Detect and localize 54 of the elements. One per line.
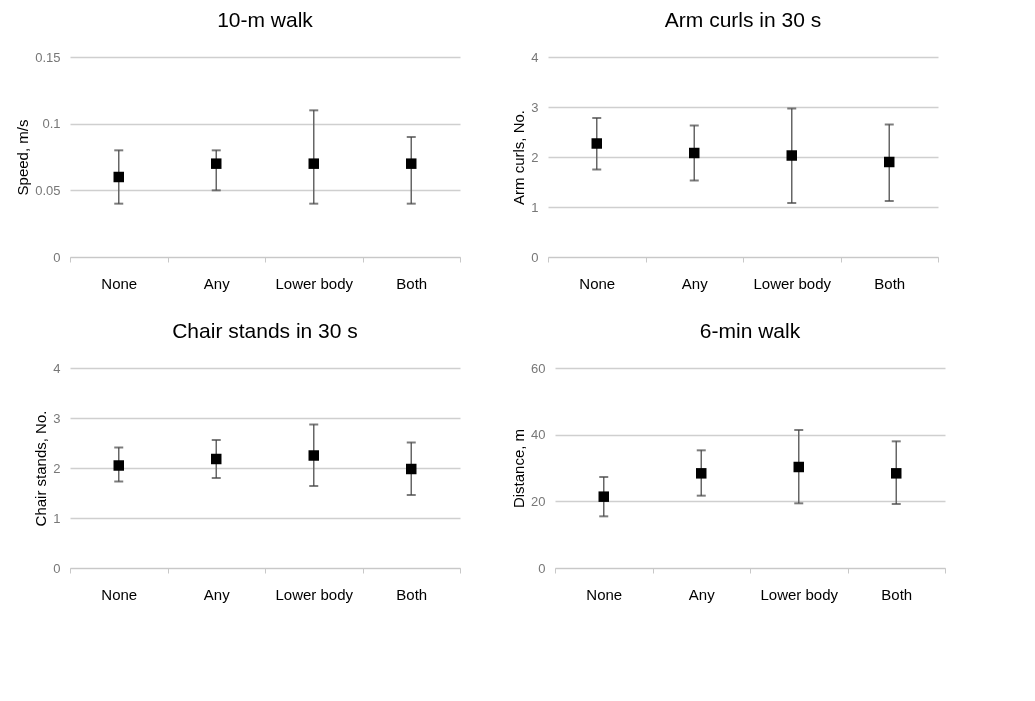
y-tick-label: 0.05: [35, 182, 61, 198]
y-tick-label: 0: [53, 560, 61, 576]
x-tick-label: Both: [881, 585, 913, 603]
y-tick-label: 0.15: [35, 49, 61, 65]
y-tick-label: 1: [531, 199, 539, 215]
x-tick-label: None: [586, 585, 623, 603]
y-tick-label: 0: [53, 249, 61, 265]
x-tick-label: Any: [203, 274, 231, 292]
x-tick-label: Any: [688, 585, 716, 603]
point: [696, 468, 707, 479]
chart-title: 6-min walk: [699, 319, 801, 342]
x-tick-label: Lower body: [760, 585, 839, 603]
point: [891, 468, 902, 479]
x-tick-label: Lower body: [275, 585, 354, 603]
point: [884, 156, 895, 168]
point: [786, 150, 797, 161]
point: [406, 463, 417, 475]
x-tick-label: None: [101, 274, 138, 292]
y-axis-title: Arm curls, No.: [510, 109, 528, 206]
point: [211, 453, 222, 465]
y-axis-title: Speed, m/s: [14, 119, 32, 196]
x-tick-label: Both: [396, 585, 428, 603]
point: [113, 460, 124, 471]
x-tick-label: Any: [203, 585, 231, 603]
y-tick-label: 3: [531, 99, 539, 115]
y-tick-label: 0: [531, 249, 539, 265]
y-tick-label: 4: [53, 360, 61, 376]
y-tick-label: 2: [53, 460, 61, 476]
chart-title: Chair stands in 30 s: [172, 319, 358, 342]
x-tick-label: Lower body: [275, 274, 354, 292]
x-tick-label: Any: [681, 274, 709, 292]
y-axis-title: Distance, m: [510, 428, 528, 509]
y-tick-label: 3: [53, 410, 61, 426]
y-tick-label: 40: [531, 427, 546, 443]
point: [308, 450, 319, 461]
x-tick-label: Both: [874, 274, 906, 292]
y-tick-label: 1: [53, 510, 61, 526]
y-tick-label: 2: [531, 149, 539, 165]
y-tick-label: 0: [538, 560, 546, 576]
y-tick-label: 20: [531, 493, 546, 509]
point: [591, 138, 602, 149]
y-tick-label: 0.1: [42, 116, 61, 132]
y-tick-label: 60: [531, 360, 546, 376]
x-tick-label: Both: [396, 274, 428, 292]
y-axis-title: Chair stands, No.: [32, 410, 50, 527]
y-tick-label: 4: [531, 49, 539, 65]
x-tick-label: None: [101, 585, 138, 603]
chart-title: 10-m walk: [217, 8, 314, 31]
chart-title: Arm curls in 30 s: [664, 8, 822, 31]
x-tick-label: None: [579, 274, 616, 292]
x-tick-label: Lower body: [753, 274, 832, 292]
point: [793, 461, 804, 473]
point: [689, 147, 700, 159]
point: [598, 491, 609, 502]
